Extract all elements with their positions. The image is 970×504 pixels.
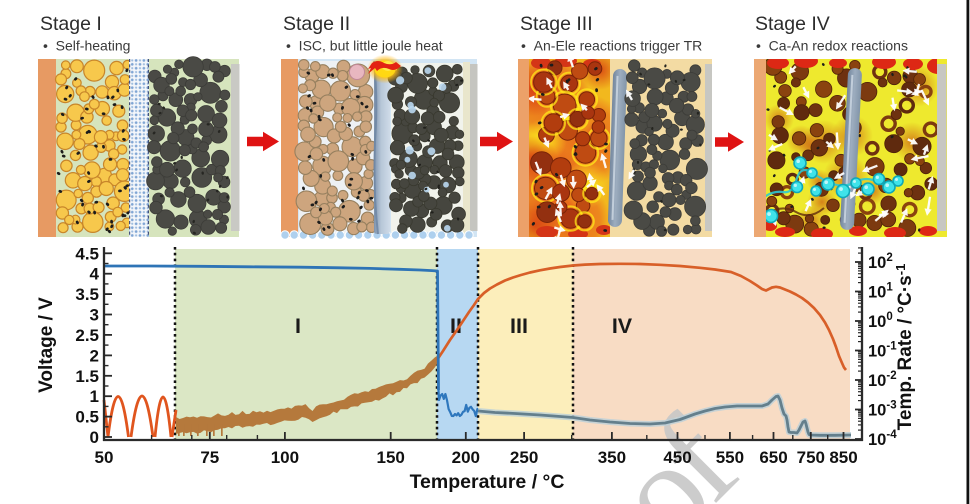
svg-text:Temp. Rate / °C·s-1: Temp. Rate / °C·s-1 bbox=[893, 264, 916, 431]
svg-text:0: 0 bbox=[90, 428, 99, 447]
svg-text:75: 75 bbox=[200, 448, 219, 467]
svg-text:• ISC, but little joule heat: • ISC, but little joule heat bbox=[286, 38, 443, 54]
svg-text:4: 4 bbox=[90, 265, 100, 284]
svg-text:3.5: 3.5 bbox=[75, 285, 99, 304]
svg-text:Stage II: Stage II bbox=[283, 13, 350, 35]
svg-text:Voltage / V: Voltage / V bbox=[36, 297, 57, 393]
svg-text:1: 1 bbox=[90, 387, 99, 406]
svg-text:250: 250 bbox=[510, 448, 538, 467]
svg-text:4.5: 4.5 bbox=[75, 244, 99, 263]
svg-text:50: 50 bbox=[95, 448, 114, 467]
svg-text:850: 850 bbox=[829, 448, 857, 467]
svg-text:• Self-heating: • Self-heating bbox=[43, 38, 130, 54]
svg-text:550: 550 bbox=[716, 448, 744, 467]
svg-text:450: 450 bbox=[663, 448, 691, 467]
svg-text:350: 350 bbox=[598, 448, 626, 467]
svg-text:200: 200 bbox=[452, 448, 480, 467]
svg-text:Stage IV: Stage IV bbox=[755, 13, 830, 35]
svg-text:IV: IV bbox=[612, 314, 633, 338]
svg-text:III: III bbox=[510, 314, 528, 338]
svg-text:650: 650 bbox=[759, 448, 787, 467]
svg-text:150: 150 bbox=[377, 448, 405, 467]
svg-text:• An-Ele reactions trigger TR: • An-Ele reactions trigger TR bbox=[521, 38, 702, 54]
svg-text:• Ca-An redox reactions: • Ca-An redox reactions bbox=[756, 38, 908, 54]
svg-text:2: 2 bbox=[90, 346, 99, 365]
svg-text:1.5: 1.5 bbox=[75, 367, 99, 386]
svg-text:I: I bbox=[295, 314, 301, 338]
svg-text:Stage I: Stage I bbox=[40, 13, 102, 35]
svg-text:750: 750 bbox=[797, 448, 825, 467]
svg-text:0.5: 0.5 bbox=[75, 408, 99, 427]
svg-text:100: 100 bbox=[271, 448, 299, 467]
svg-text:Temperature / °C: Temperature / °C bbox=[410, 471, 565, 493]
svg-text:3: 3 bbox=[90, 306, 99, 325]
svg-text:2.5: 2.5 bbox=[75, 326, 99, 345]
svg-text:Stage III: Stage III bbox=[520, 13, 593, 35]
svg-text:II: II bbox=[450, 314, 462, 338]
